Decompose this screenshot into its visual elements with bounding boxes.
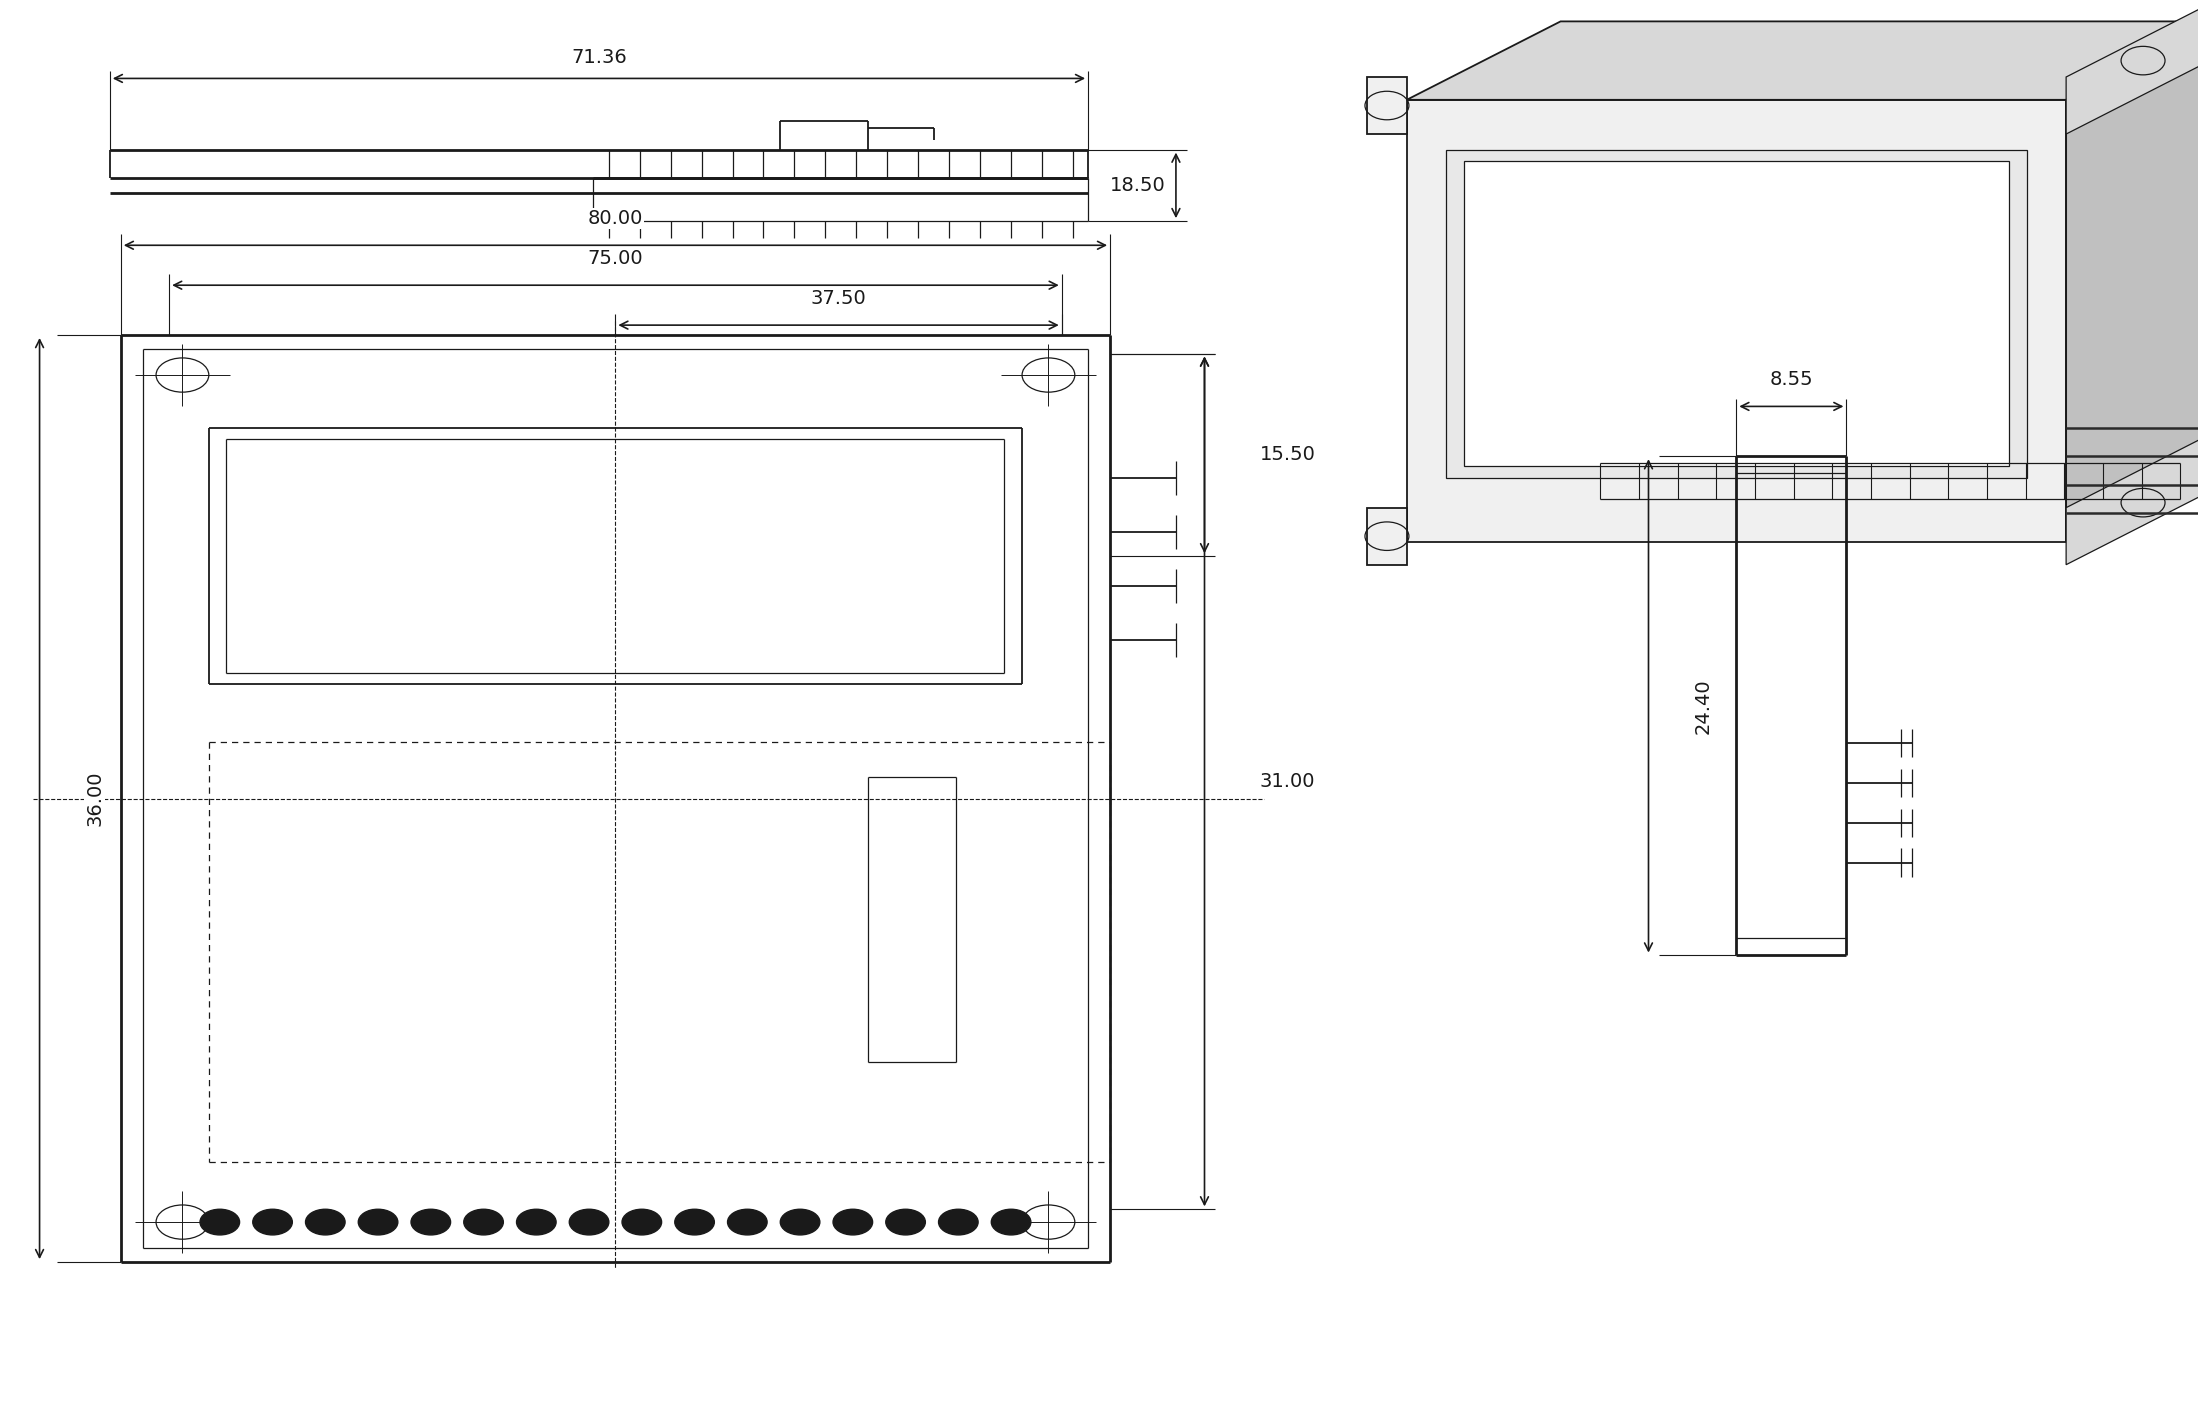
Polygon shape [1446,150,2027,478]
Text: 36.00: 36.00 [86,771,103,826]
Circle shape [200,1209,240,1235]
Circle shape [886,1209,925,1235]
Text: 24.40: 24.40 [1695,677,1712,734]
Polygon shape [1407,100,2066,542]
Circle shape [833,1209,873,1235]
Text: 15.50: 15.50 [1259,445,1314,465]
Text: 8.55: 8.55 [1769,371,1813,389]
Polygon shape [2066,21,2198,542]
Polygon shape [2066,429,2198,565]
Text: 80.00: 80.00 [587,210,644,228]
Circle shape [728,1209,767,1235]
Circle shape [253,1209,292,1235]
Circle shape [306,1209,345,1235]
Text: 37.50: 37.50 [811,289,866,308]
Circle shape [358,1209,398,1235]
Polygon shape [1464,161,2009,466]
Circle shape [622,1209,662,1235]
Circle shape [569,1209,609,1235]
Circle shape [991,1209,1031,1235]
Circle shape [675,1209,714,1235]
Circle shape [517,1209,556,1235]
Circle shape [411,1209,451,1235]
Text: 75.00: 75.00 [587,250,644,268]
Circle shape [780,1209,820,1235]
Polygon shape [1407,21,2198,100]
Polygon shape [1367,508,1407,565]
Text: 18.50: 18.50 [1110,175,1165,195]
Text: 71.36: 71.36 [571,48,626,67]
Text: 31.00: 31.00 [1259,771,1314,791]
Circle shape [464,1209,503,1235]
Polygon shape [2066,0,2198,134]
Circle shape [939,1209,978,1235]
Polygon shape [1367,77,1407,134]
